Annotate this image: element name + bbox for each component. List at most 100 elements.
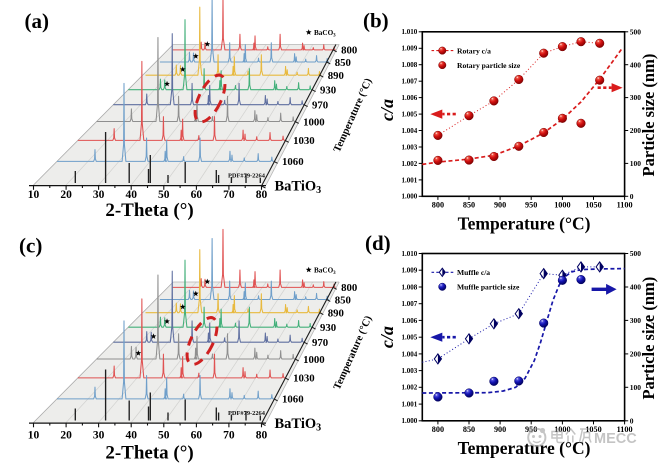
svg-text:1000: 1000 <box>554 425 570 434</box>
svg-text:(d): (d) <box>365 231 391 255</box>
svg-text:(b): (b) <box>363 9 389 33</box>
svg-text:BaCO3: BaCO3 <box>314 267 336 277</box>
svg-text:1050: 1050 <box>585 201 601 210</box>
svg-text:890: 890 <box>328 308 344 320</box>
svg-text:c/a: c/a <box>377 99 397 121</box>
svg-text:Temperature (°C): Temperature (°C) <box>458 438 591 458</box>
svg-text:1.006: 1.006 <box>402 317 418 325</box>
svg-text:950: 950 <box>525 201 537 210</box>
svg-text:1.010: 1.010 <box>402 250 418 258</box>
svg-text:800: 800 <box>341 282 357 294</box>
svg-text:50: 50 <box>158 189 170 201</box>
svg-text:20: 20 <box>60 189 72 201</box>
svg-text:100: 100 <box>630 159 642 168</box>
svg-text:890: 890 <box>328 70 344 82</box>
svg-text:930: 930 <box>320 85 336 97</box>
svg-text:60: 60 <box>191 189 203 201</box>
svg-text:1.007: 1.007 <box>402 300 418 308</box>
svg-text:930: 930 <box>320 322 336 334</box>
svg-text:80: 80 <box>256 189 268 201</box>
svg-text:70: 70 <box>223 189 235 201</box>
svg-text:2-Theta (°): 2-Theta (°) <box>105 200 193 221</box>
svg-text:PDF#79-2264: PDF#79-2264 <box>228 410 266 417</box>
svg-text:1.007: 1.007 <box>402 78 418 86</box>
svg-text:PDF#79-2264: PDF#79-2264 <box>228 173 266 180</box>
svg-text:0: 0 <box>630 416 634 425</box>
svg-text:850: 850 <box>335 294 351 306</box>
svg-text:BaTiO3: BaTiO3 <box>275 416 322 434</box>
svg-text:Temperature (°C): Temperature (°C) <box>458 213 591 233</box>
svg-text:Rotary c/a: Rotary c/a <box>457 46 491 55</box>
svg-text:1100: 1100 <box>617 425 633 434</box>
svg-text:0: 0 <box>630 192 634 201</box>
svg-text:900: 900 <box>494 201 506 210</box>
svg-text:Particle size (nm): Particle size (nm) <box>639 277 658 400</box>
svg-text:10: 10 <box>28 430 40 442</box>
svg-text:1.008: 1.008 <box>402 61 418 69</box>
svg-text:1.004: 1.004 <box>402 127 418 135</box>
svg-text:400: 400 <box>630 283 642 292</box>
svg-text:800: 800 <box>432 201 444 210</box>
svg-text:Rotary particle size: Rotary particle size <box>457 61 521 70</box>
svg-text:850: 850 <box>463 425 475 434</box>
svg-text:1.004: 1.004 <box>402 350 418 358</box>
svg-text:900: 900 <box>494 425 506 434</box>
svg-text:40: 40 <box>125 189 137 201</box>
svg-text:80: 80 <box>256 430 268 442</box>
svg-text:(c): (c) <box>19 234 42 258</box>
svg-text:1060: 1060 <box>282 156 304 168</box>
svg-text:1030: 1030 <box>293 135 315 147</box>
svg-text:500: 500 <box>630 27 642 36</box>
svg-text:1.000: 1.000 <box>402 193 418 201</box>
svg-text:300: 300 <box>630 316 642 325</box>
svg-text:1.003: 1.003 <box>402 367 418 375</box>
svg-text:1.002: 1.002 <box>402 384 418 392</box>
svg-text:50: 50 <box>158 430 170 442</box>
svg-text:1.002: 1.002 <box>402 160 418 168</box>
svg-text:1000: 1000 <box>303 116 325 128</box>
svg-text:1000: 1000 <box>554 201 570 210</box>
svg-text:1.009: 1.009 <box>402 45 418 53</box>
svg-text:(a): (a) <box>25 9 50 33</box>
svg-text:60: 60 <box>191 430 203 442</box>
svg-text:Particle size (nm): Particle size (nm) <box>639 54 658 177</box>
svg-text:20: 20 <box>60 430 72 442</box>
svg-text:2-Theta (°): 2-Theta (°) <box>105 442 193 463</box>
svg-text:200: 200 <box>630 350 642 359</box>
svg-text:1.000: 1.000 <box>402 417 418 425</box>
svg-text:100: 100 <box>630 383 642 392</box>
svg-text:1.010: 1.010 <box>402 28 418 36</box>
svg-text:BaCO3: BaCO3 <box>314 29 336 39</box>
svg-text:500: 500 <box>630 249 642 258</box>
svg-text:30: 30 <box>93 430 105 442</box>
svg-text:MECC: MECC <box>594 431 637 447</box>
svg-text:1.001: 1.001 <box>402 176 418 184</box>
svg-text:1030: 1030 <box>293 373 315 385</box>
svg-text:1100: 1100 <box>617 201 633 210</box>
svg-text:1060: 1060 <box>282 394 304 406</box>
svg-text:40: 40 <box>125 430 137 442</box>
svg-text:1000: 1000 <box>303 354 325 366</box>
svg-text:1.001: 1.001 <box>402 401 418 409</box>
svg-text:1050: 1050 <box>585 425 601 434</box>
svg-text:970: 970 <box>312 337 328 349</box>
svg-text:Muffle particle size: Muffle particle size <box>457 283 520 292</box>
svg-text:300: 300 <box>630 93 642 102</box>
svg-text:1.005: 1.005 <box>402 334 418 342</box>
svg-text:200: 200 <box>630 126 642 135</box>
svg-text:10: 10 <box>28 189 40 201</box>
svg-text:Muffle c/a: Muffle c/a <box>457 268 490 277</box>
svg-text:800: 800 <box>432 425 444 434</box>
svg-text:30: 30 <box>93 189 105 201</box>
svg-text:c/a: c/a <box>377 326 397 348</box>
svg-text:400: 400 <box>630 60 642 69</box>
svg-text:1.008: 1.008 <box>402 283 418 291</box>
svg-text:1.005: 1.005 <box>402 111 418 119</box>
svg-text:850: 850 <box>463 201 475 210</box>
svg-text:800: 800 <box>341 45 357 57</box>
svg-text:970: 970 <box>312 100 328 112</box>
svg-text:BaTiO3: BaTiO3 <box>275 179 322 197</box>
svg-text:1.006: 1.006 <box>402 94 418 102</box>
svg-text:1.003: 1.003 <box>402 143 418 151</box>
svg-text:1.009: 1.009 <box>402 267 418 275</box>
